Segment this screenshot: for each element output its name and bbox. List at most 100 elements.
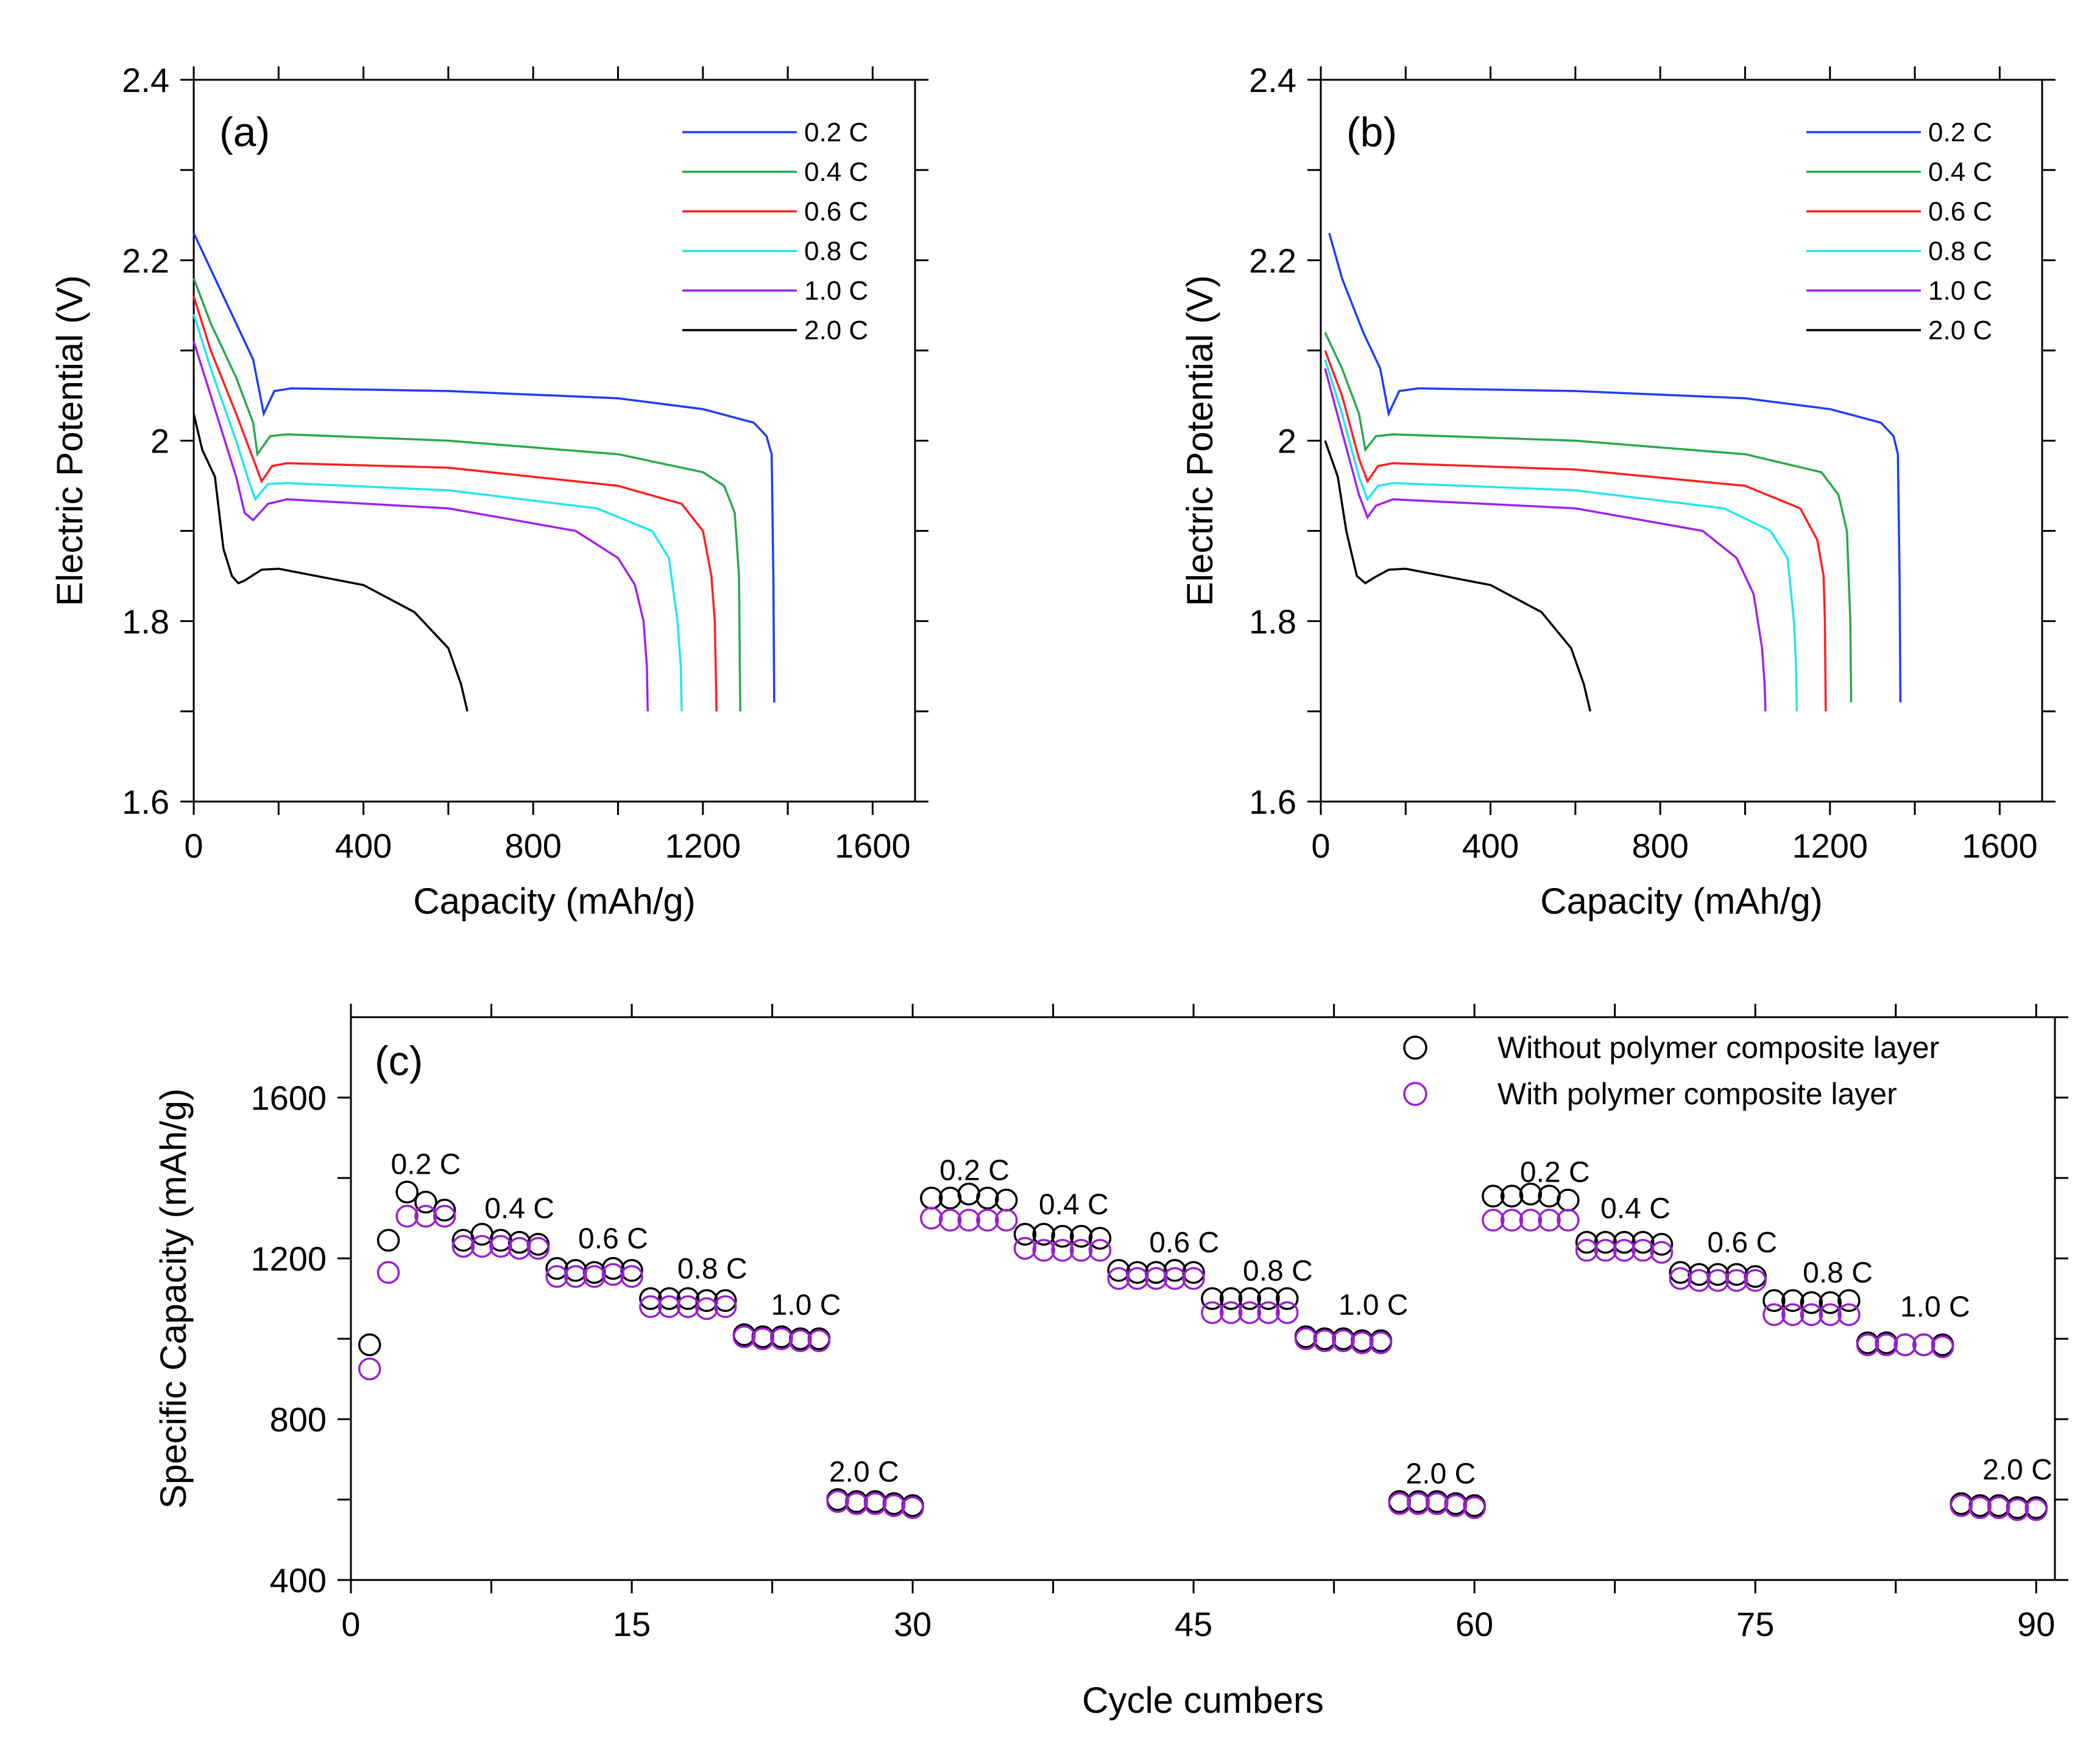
- rate-annotation: 0.2 C: [391, 1148, 461, 1180]
- data-point: [1500, 1208, 1524, 1232]
- chart-panel-0: 0 400 800 1200 1600 1.6 1.8 2 2.2 2.4 Capacity (mA…: [49, 61, 928, 922]
- x-tick-label: 1200: [665, 827, 741, 865]
- x-axis-title: Cycle cumbers: [1082, 1680, 1324, 1721]
- data-point: [1669, 1261, 1692, 1284]
- rate-annotation: 1.0 C: [771, 1289, 841, 1321]
- data-point: [1538, 1208, 1561, 1232]
- data-point: [1950, 1494, 1973, 1517]
- data-point: [1182, 1267, 1205, 1290]
- data-point: [1444, 1492, 1468, 1515]
- data-point: [1294, 1327, 1318, 1350]
- data-point: [1987, 1494, 2010, 1517]
- data-point: [1856, 1331, 1879, 1355]
- data-point: [470, 1222, 493, 1246]
- data-point: [751, 1327, 774, 1350]
- data-point: [639, 1295, 662, 1318]
- series-line-10C: [1324, 368, 1767, 711]
- data-point: [1201, 1287, 1224, 1310]
- data-point: [976, 1187, 999, 1210]
- data-point: [395, 1180, 419, 1204]
- panel-label: (b): [1346, 109, 1397, 155]
- legend-label: With polymer composite layer: [1497, 1077, 1897, 1111]
- data-point: [995, 1188, 1018, 1212]
- y-axis-title: Specific Capacity (mAh/g): [153, 1088, 194, 1509]
- data-point: [433, 1204, 456, 1228]
- data-point: [1294, 1325, 1318, 1349]
- data-point: [1800, 1303, 1823, 1327]
- x-tick-label: 45: [1175, 1605, 1212, 1643]
- data-point: [1032, 1239, 1055, 1262]
- plot-frame: [1320, 79, 2043, 803]
- legend-label: 0.4 C: [1928, 157, 1992, 187]
- data-point: [1482, 1208, 1505, 1232]
- rate-annotation: 0.2 C: [939, 1154, 1009, 1187]
- data-point: [545, 1264, 568, 1288]
- legend-label: 0.4 C: [804, 157, 868, 187]
- data-point: [1594, 1230, 1617, 1254]
- data-point: [920, 1207, 943, 1230]
- data-point: [1519, 1182, 1543, 1206]
- data-point: [882, 1494, 906, 1517]
- data-point: [826, 1490, 849, 1514]
- data-point: [1931, 1333, 1954, 1356]
- data-point: [601, 1263, 625, 1286]
- data-point: [657, 1287, 681, 1310]
- rate-annotation: 0.8 C: [1803, 1257, 1873, 1289]
- data-point: [751, 1325, 774, 1349]
- data-point: [1744, 1269, 1767, 1292]
- data-point: [1575, 1230, 1599, 1254]
- series-line-02C: [1328, 233, 1902, 703]
- data-point: [2006, 1498, 2029, 1522]
- legend-label: 0.6 C: [1928, 197, 1992, 227]
- legend-label: 0.8 C: [804, 236, 868, 266]
- data-point: [395, 1204, 419, 1228]
- data-point: [901, 1496, 924, 1519]
- data-point: [713, 1289, 737, 1313]
- data-point: [1875, 1333, 1898, 1356]
- data-point: [1575, 1239, 1599, 1262]
- y-tick-label: 1.6: [122, 783, 169, 821]
- data-point: [732, 1325, 756, 1349]
- data-point: [1632, 1239, 1655, 1262]
- data-point: [470, 1235, 493, 1258]
- x-axis-title: Capacity (mAh/g): [1540, 881, 1822, 922]
- data-point: [1313, 1329, 1337, 1353]
- y-tick-label: 1.8: [1249, 602, 1296, 641]
- rate-annotation: 0.6 C: [1149, 1227, 1219, 1259]
- data-point: [526, 1236, 550, 1260]
- data-point: [938, 1208, 962, 1232]
- data-point: [1257, 1301, 1280, 1324]
- data-point: [1201, 1301, 1224, 1324]
- data-point: [1219, 1301, 1243, 1324]
- rate-annotation: 0.4 C: [1039, 1188, 1109, 1221]
- data-point: [1463, 1494, 1486, 1517]
- data-point: [882, 1492, 906, 1515]
- data-point: [1219, 1287, 1243, 1310]
- x-tick-label: 1600: [835, 827, 911, 865]
- data-point: [1950, 1492, 1973, 1515]
- data-point: [1482, 1184, 1505, 1208]
- data-point: [957, 1208, 981, 1232]
- x-tick-label: 0: [184, 827, 203, 865]
- data-point: [1968, 1496, 1992, 1519]
- legend-label: Without polymer composite layer: [1497, 1031, 1939, 1065]
- series-line-06C: [193, 295, 718, 711]
- plot-frame: [193, 79, 916, 803]
- data-point: [1238, 1287, 1262, 1310]
- rate-annotation: 0.4 C: [484, 1193, 554, 1225]
- data-point: [713, 1295, 737, 1318]
- x-tick-label: 60: [1455, 1605, 1493, 1643]
- series-line-08C: [1324, 359, 1798, 711]
- rate-annotation: 1.0 C: [1338, 1289, 1409, 1321]
- rate-annotation: 2.0 C: [829, 1456, 899, 1488]
- data-point: [1781, 1289, 1805, 1313]
- y-axis-title: Electric Potential (V): [1179, 275, 1220, 607]
- data-point: [377, 1229, 400, 1252]
- legend-label: 2.0 C: [1928, 316, 1992, 345]
- y-tick-label: 1600: [250, 1079, 327, 1117]
- rate-annotation: 1.0 C: [1900, 1291, 1970, 1324]
- data-point: [1519, 1208, 1543, 1232]
- data-point: [1725, 1269, 1748, 1292]
- data-point: [1688, 1269, 1711, 1292]
- data-point: [1332, 1329, 1355, 1353]
